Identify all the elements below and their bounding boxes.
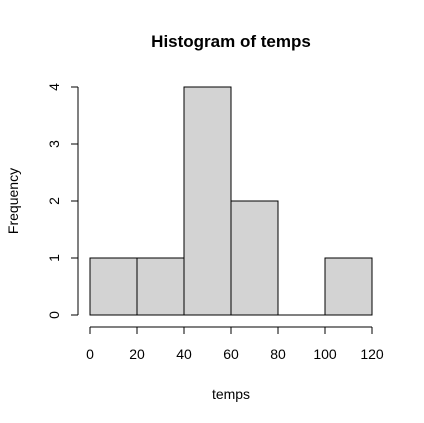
x-tick-label: 0 — [86, 346, 94, 362]
x-tick-label: 120 — [360, 346, 384, 362]
y-tick-label: 4 — [46, 83, 62, 91]
histogram-bar — [324, 257, 373, 316]
y-tick-label: 3 — [46, 140, 62, 148]
histogram-bar — [183, 86, 232, 316]
histogram-bar — [136, 257, 185, 316]
y-tick-label: 1 — [46, 254, 62, 262]
y-axis: 0 1 2 3 4 — [46, 83, 79, 319]
y-tick-label: 2 — [46, 197, 62, 205]
x-axis-label: temps — [212, 386, 250, 402]
histogram-bar — [89, 257, 138, 316]
y-tick-label: 0 — [46, 311, 62, 319]
x-tick-label: 100 — [313, 346, 337, 362]
x-tick-label: 20 — [129, 346, 145, 362]
x-tick-label: 40 — [176, 346, 192, 362]
y-axis-label: Frequency — [5, 168, 21, 234]
x-tick-label: 60 — [223, 346, 239, 362]
histogram-bar — [230, 200, 279, 316]
x-axis: 0 20 40 60 80 100 120 — [86, 326, 384, 362]
x-tick-label: 80 — [270, 346, 286, 362]
chart-title: Histogram of temps — [151, 32, 311, 51]
bars-group — [89, 86, 373, 316]
